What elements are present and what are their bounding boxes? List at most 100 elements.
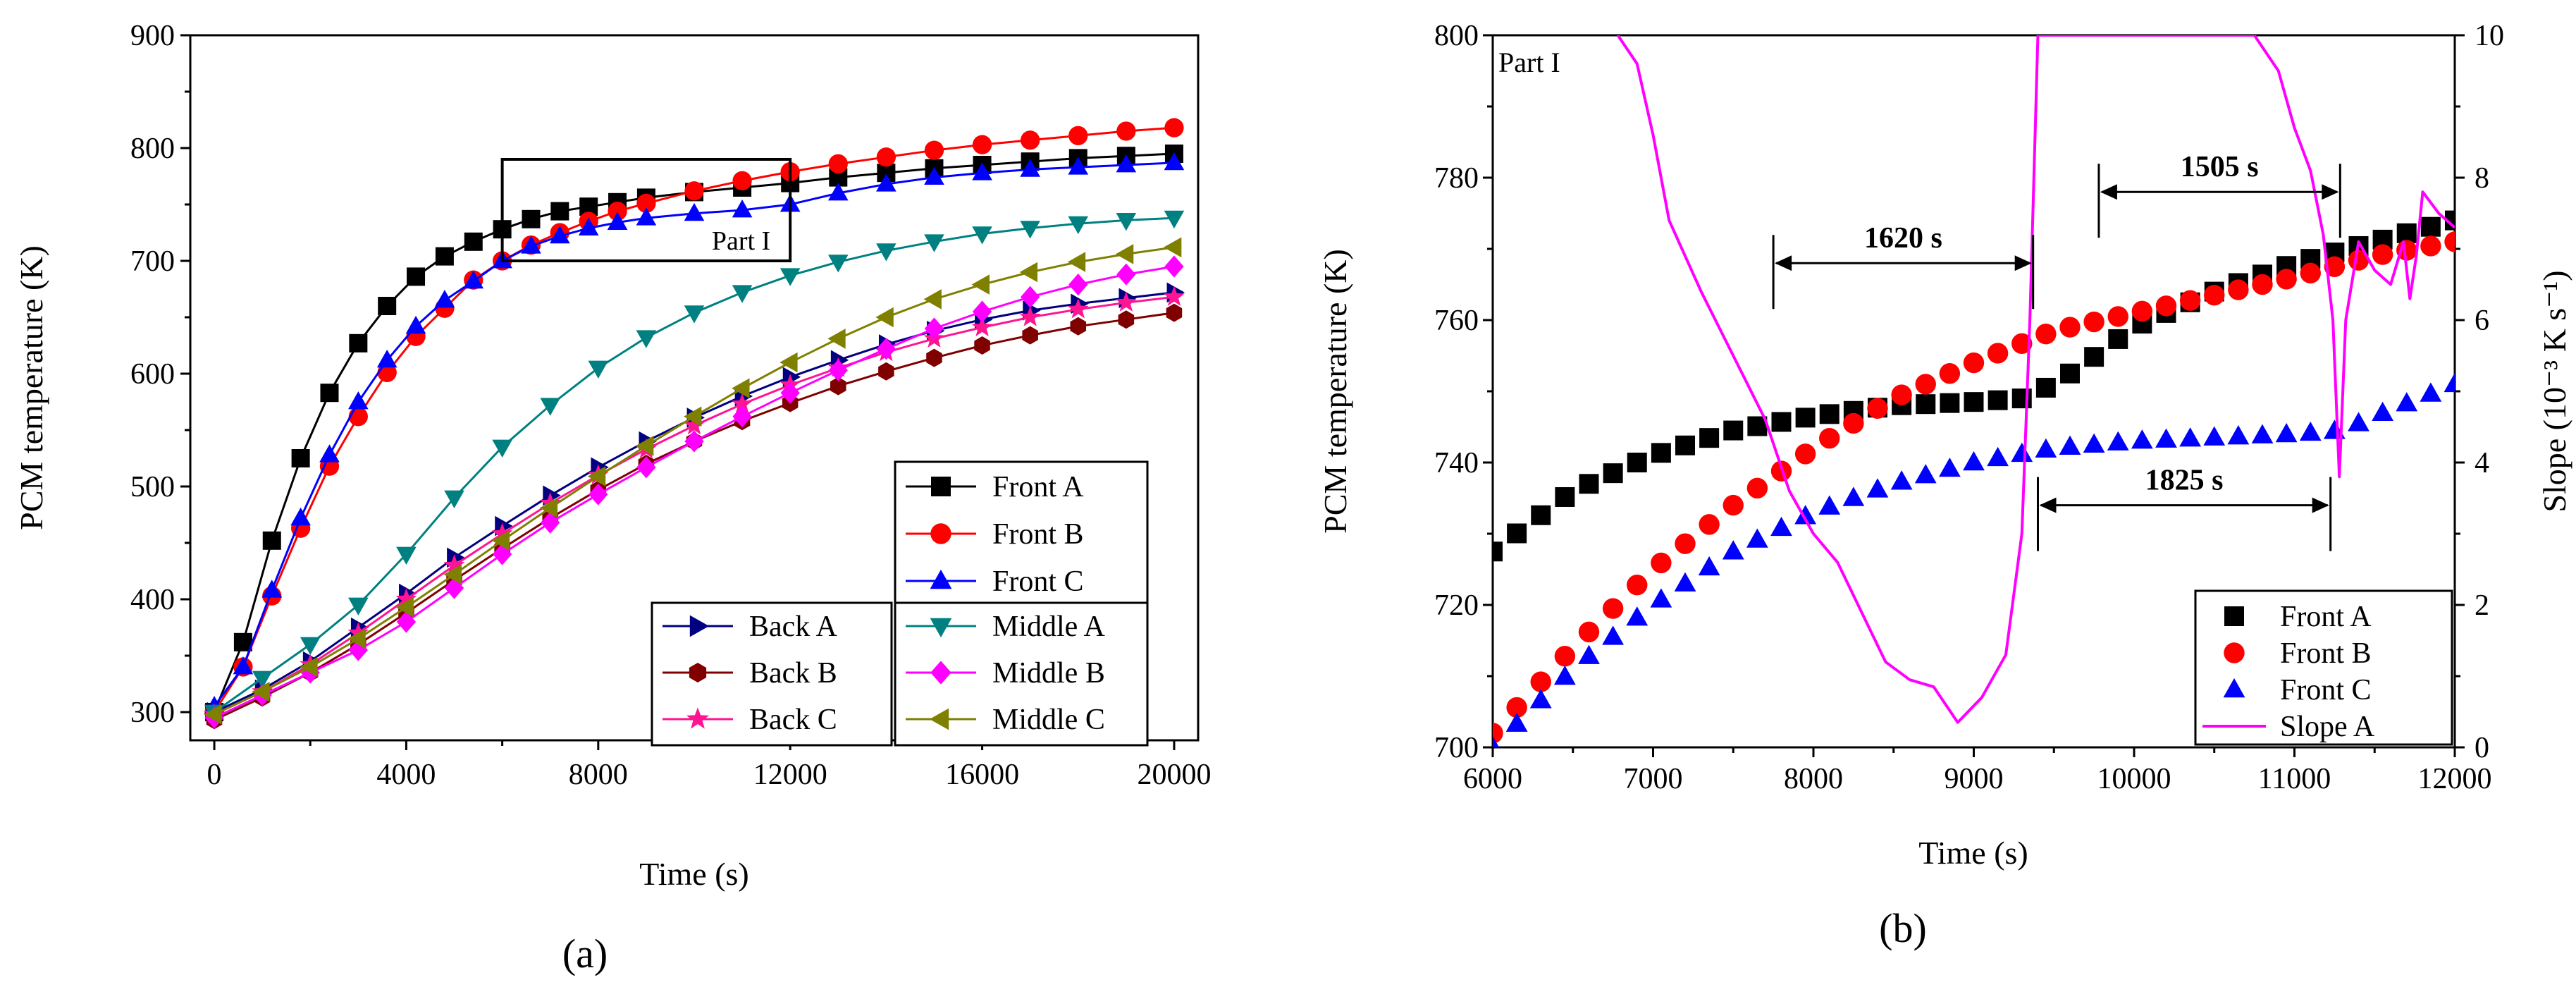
data-point-back-b [1022, 326, 1038, 345]
y-tick-label-b: 720 [1434, 589, 1479, 622]
data-point-front-b [2107, 306, 2128, 327]
data-point-front-c [550, 225, 570, 244]
data-point-front-c [2011, 442, 2033, 463]
data-point-middle-c [1019, 262, 1038, 283]
y-tick-label-b: 780 [1434, 162, 1479, 195]
data-point-front-b [876, 147, 896, 167]
data-point-front-b [2420, 235, 2441, 257]
legend-label: Middle B [992, 657, 1105, 690]
data-point-middle-c [923, 289, 942, 310]
data-point-front-a [291, 449, 310, 467]
data-point-back-b [1166, 303, 1183, 322]
data-point-middle-a [684, 305, 705, 324]
data-point-middle-c [684, 406, 702, 427]
data-point-middle-a [396, 546, 417, 565]
data-point-front-a [1771, 412, 1792, 432]
data-point-front-c [607, 212, 628, 230]
data-point-front-c [684, 202, 705, 221]
data-point-middle-a [348, 597, 369, 616]
data-point-front-c [348, 391, 369, 410]
data-point-middle-a [779, 268, 801, 286]
data-point-front-a [1493, 541, 1503, 562]
legend-marker [689, 663, 707, 682]
data-point-front-c [1505, 712, 1528, 732]
y-tick-label-b: 700 [1434, 732, 1479, 764]
data-point-front-c [261, 580, 283, 598]
data-point-middle-c [1164, 237, 1182, 258]
data-point-middle-b [732, 405, 752, 428]
legend-marker [929, 708, 949, 730]
legend-label: Front B [2280, 637, 2372, 670]
data-point-middle-c [875, 307, 894, 328]
data-point-front-a [1795, 408, 1816, 428]
data-point-front-c [2251, 424, 2274, 443]
data-point-front-b [1963, 352, 1985, 374]
data-point-front-c [1914, 464, 1937, 484]
data-point-front-c [2107, 431, 2129, 451]
data-point-front-c [1746, 528, 1768, 548]
data-point-front-a [1940, 393, 1960, 413]
data-point-back-c [1019, 306, 1041, 326]
data-point-front-b [2131, 300, 2153, 322]
legend-entry-back-c: Back C [663, 704, 837, 736]
data-point-front-b [1578, 621, 1600, 643]
legend-entry-front-c: Front C [2223, 674, 2372, 706]
legend-entry-front-a: Front A [2224, 601, 2372, 633]
data-point-front-c [434, 290, 455, 308]
legend-label: Front A [2280, 601, 2372, 633]
data-point-front-b [2300, 262, 2321, 284]
legend-label: Back C [749, 704, 837, 736]
legend-marker [931, 477, 951, 496]
data-point-front-b [1843, 412, 1864, 434]
legend-entry-middle-c: Middle C [906, 704, 1105, 736]
data-point-middle-c [443, 564, 462, 585]
data-point-middle-a [300, 637, 321, 655]
data-point-middle-b [828, 359, 848, 381]
legend-marker [2224, 606, 2244, 626]
data-point-front-a [2035, 377, 2056, 398]
data-point-front-c [2155, 428, 2177, 448]
y-tick-label-a: 700 [130, 245, 175, 278]
legend-b: Front A Front B Front C Slope A [2194, 589, 2453, 746]
data-point-front-c [463, 270, 484, 289]
data-point-middle-a [1020, 221, 1040, 239]
y2-tick-label-b: 2 [2475, 589, 2489, 622]
data-point-middle-c [395, 596, 414, 618]
data-point-front-a [435, 247, 454, 266]
legend-label: Front B [992, 518, 1084, 551]
data-point-front-b [2204, 284, 2225, 306]
data-point-back-c [347, 622, 369, 642]
x-tick-label-a: 4000 [376, 759, 436, 791]
data-point-front-b [1554, 646, 1576, 667]
data-point-front-c [1866, 478, 1889, 498]
data-point-middle-b [780, 381, 800, 404]
data-point-front-b [2372, 244, 2393, 265]
legend-marker [686, 707, 709, 729]
data-point-front-c [2372, 401, 2394, 422]
data-point-front-a [1723, 420, 1744, 441]
axis-ticks-a: 0 4000 8000 12000 16000 20000 300 400 500 600 700 8… [130, 20, 1211, 791]
data-point-front-c [290, 507, 311, 526]
arrow-head-right [2312, 497, 2329, 513]
data-point-front-c [2348, 412, 2369, 431]
legend-marker [689, 615, 710, 637]
interval-annotations: 1620 s 1505 s 1825 s [1772, 151, 2341, 551]
data-point-middle-c [300, 656, 318, 678]
data-point-front-b [1651, 552, 1672, 574]
part-i-title: Part I [1498, 47, 1560, 78]
data-point-middle-b [541, 511, 560, 534]
data-point-front-c [578, 217, 599, 235]
data-point-front-b [732, 171, 752, 191]
panel-a: 0 4000 8000 12000 16000 20000 300 400 500 600 700 8… [13, 20, 1211, 976]
slope-curve [1616, 35, 2455, 724]
data-point-middle-c [1115, 244, 1134, 264]
data-point-front-c [972, 162, 992, 180]
data-point-back-c [684, 415, 705, 435]
data-point-middle-b [1164, 255, 1184, 278]
data-point-back-c [491, 522, 513, 543]
data-point-middle-a [924, 234, 944, 252]
data-point-front-c [827, 183, 849, 201]
data-point-middle-c [587, 466, 606, 486]
data-point-middle-a [444, 490, 464, 508]
y2-tick-label-b: 4 [2475, 447, 2489, 479]
